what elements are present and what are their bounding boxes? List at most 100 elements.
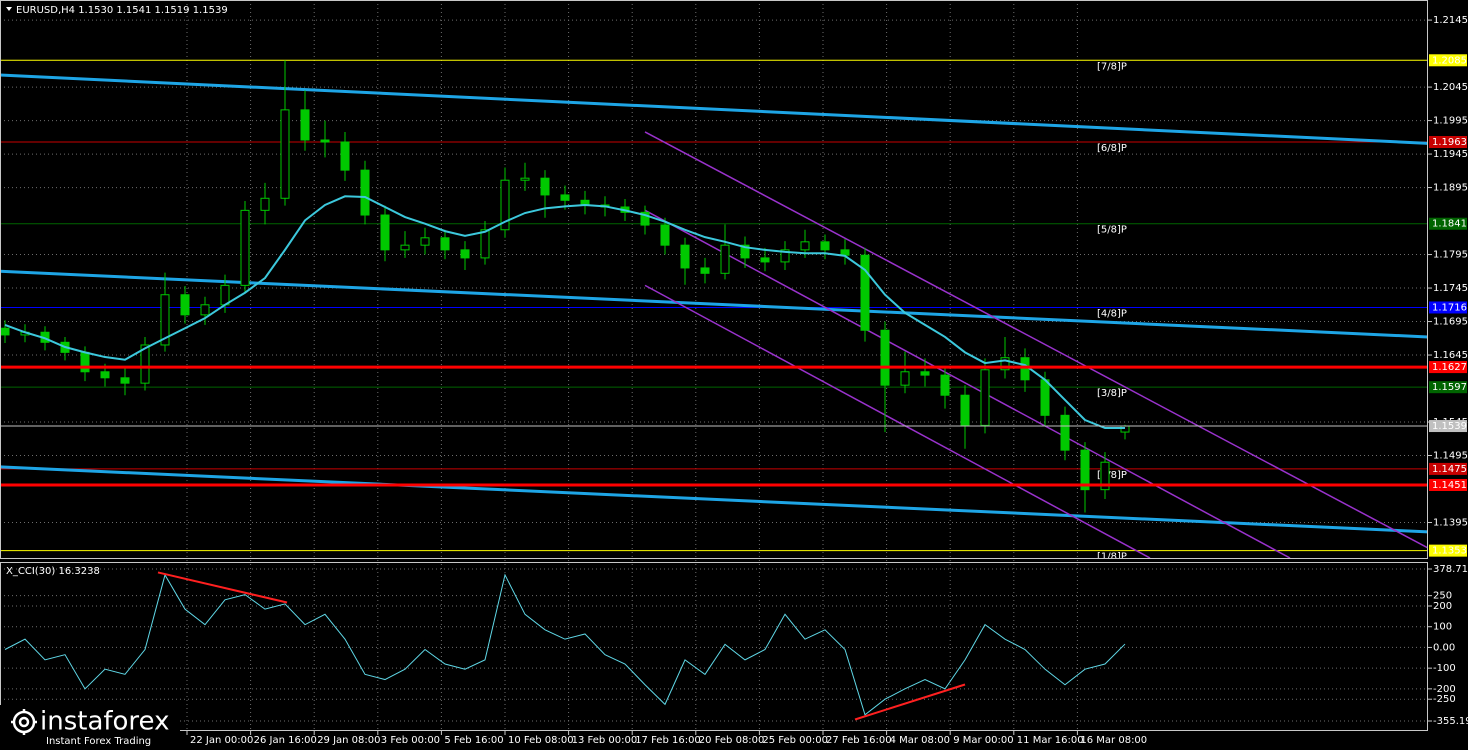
candle-body (1100, 461, 1110, 491)
candle-body (780, 249, 790, 263)
x-tick-label: 25 Feb 00:00 (762, 735, 828, 746)
y-tick-label: 1.1695 (1433, 317, 1468, 328)
candle-body (740, 244, 750, 259)
menu-arrow[interactable] (6, 7, 12, 11)
candle-body (440, 237, 450, 251)
candle-body (460, 249, 470, 259)
x-tick-label: 4 Mar 08:00 (890, 735, 950, 746)
axis-layer: 1.2145 1.2045 1.1995 1.1945 1.1895 1.1795 1.17… (186, 15, 1468, 746)
candle-body (960, 394, 970, 426)
candle-body (0, 327, 10, 336)
candle-body (840, 249, 850, 256)
y-tick-label: -355.1984 (1433, 716, 1468, 727)
price-box (1429, 478, 1467, 491)
murrey-label: [3/8]P (1097, 388, 1127, 399)
candle-body (880, 329, 890, 386)
y-tick-label: 1.1495 (1433, 451, 1468, 462)
price-box (1429, 462, 1467, 475)
x-tick-label: 29 Jan 08:00 (317, 735, 380, 746)
y-tick-label: -200 (1433, 684, 1456, 695)
candle-body (220, 284, 230, 306)
price-box (1429, 420, 1467, 433)
price-box-label: 1.1353 (1432, 546, 1467, 557)
y-tick-label: 1.1395 (1433, 517, 1468, 528)
candle-body (320, 139, 330, 143)
price-box-label: 1.1841 (1432, 219, 1467, 230)
price-box-label: 1.1597 (1432, 382, 1467, 393)
moving-average (4, 195, 1125, 430)
x-tick-label: 17 Feb 16:00 (635, 735, 701, 746)
price-box-label: 1.1475 (1432, 464, 1467, 475)
y-tick-label: 100 (1433, 622, 1452, 633)
candle-body (80, 351, 90, 373)
y-tick-label: 1.1945 (1433, 149, 1468, 160)
candle-body (660, 224, 670, 246)
candle-body (900, 371, 910, 386)
cci-line (4, 573, 1126, 716)
candle-body (300, 109, 310, 141)
murrey-label: [4/8]P (1097, 308, 1127, 319)
x-tick-label: 10 Feb 08:00 (508, 735, 574, 746)
murrey-label: [7/8]P (1097, 61, 1127, 72)
x-tick-label: 27 Feb 16:00 (826, 735, 892, 746)
candle-body (120, 377, 130, 384)
candle-body (720, 244, 730, 274)
murrey-label: [6/8]P (1097, 143, 1127, 154)
price-box (1429, 217, 1467, 230)
candle-body (240, 209, 250, 286)
candle-body (340, 141, 350, 171)
price-plot: [7/8]P [6/8]P [5/8]P [4/8]P [3/8]P [2/8]P [1/8… (0, 59, 1428, 558)
candle-body (420, 237, 430, 246)
candle-body (500, 179, 510, 231)
candle-body (980, 369, 990, 426)
candle-body (1120, 425, 1130, 433)
candle-body (180, 294, 190, 316)
divergence-line (854, 683, 966, 721)
y-tick-label: 1.1895 (1433, 183, 1468, 194)
y-tick-label: 1.2145 (1433, 15, 1468, 26)
trend-line (0, 269, 1428, 339)
price-box-label: 1.1716 (1432, 302, 1467, 313)
x-tick-label: 11 Mar 16:00 (1017, 735, 1084, 746)
y-tick-label: 200 (1433, 601, 1452, 612)
candle-body (640, 211, 650, 226)
chart-title: EURUSD,H4 1.1530 1.1541 1.1519 1.1539 (16, 5, 228, 16)
price-box-label: 1.2085 (1432, 55, 1467, 66)
candle-body (1080, 449, 1090, 491)
trend-line (0, 73, 1428, 145)
trend-line (644, 284, 1151, 558)
x-tick-label: 3 Feb 00:00 (381, 735, 440, 746)
candle-body (680, 244, 690, 269)
price-box (1429, 136, 1467, 149)
candle-body (1060, 414, 1070, 451)
candle-body (260, 197, 270, 211)
candle-body (700, 267, 710, 274)
candle-body (400, 244, 410, 251)
price-box-label: 1.1627 (1432, 362, 1467, 373)
candle-body (820, 241, 830, 251)
grid-layer (0, 0, 1428, 730)
price-box-label: 1.1451 (1432, 480, 1467, 491)
cci-frame (0, 562, 1428, 731)
candle-body (280, 109, 290, 199)
candle-body (940, 374, 950, 396)
candle-body (800, 241, 810, 251)
cci-plot (4, 571, 1126, 721)
price-frame (0, 0, 1428, 559)
candle-body (1000, 357, 1010, 371)
candle-body (480, 229, 490, 259)
y-tick-label: 250 (1433, 591, 1452, 602)
y-tick-label: 1.2045 (1433, 82, 1468, 93)
trend-line (0, 465, 1428, 534)
price-box (1429, 381, 1467, 394)
trend-line (644, 131, 1428, 549)
y-tick-label: 1.1995 (1433, 116, 1468, 127)
watermark: instaforex Instant Forex Trading (0, 705, 180, 750)
candle-body (1040, 379, 1050, 416)
indicator-title: X_CCI(30) 16.3238 (6, 566, 100, 577)
candle-body (200, 304, 210, 316)
candle-body (380, 214, 390, 251)
y-tick-label: 1.1645 (1433, 350, 1468, 361)
